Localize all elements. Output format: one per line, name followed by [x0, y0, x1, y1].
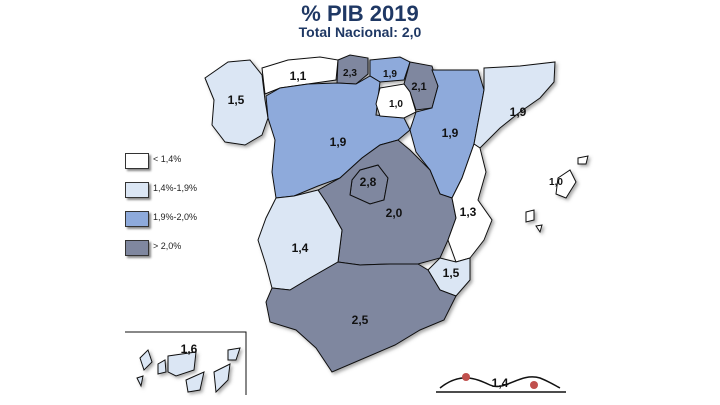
- label-navarra: 2,1: [411, 81, 426, 93]
- melilla-marker: [530, 381, 538, 389]
- label-extremadura: 1,4: [292, 241, 309, 255]
- canary-island-5: [185, 371, 205, 393]
- canary-island-6: [213, 363, 231, 394]
- legend-label: > 2,0%: [153, 241, 182, 251]
- region-galicia: [204, 59, 269, 146]
- region-andalucia: [265, 261, 457, 373]
- label-cantabria: 2,3: [343, 68, 357, 79]
- canary-island-4: [167, 351, 197, 377]
- label-andalucia: 2,5: [352, 313, 369, 327]
- ceuta-marker: [462, 373, 470, 381]
- label-baleares: 1,0: [549, 177, 563, 188]
- label-asturias: 1,1: [290, 69, 307, 83]
- label-canarias: 1,6: [181, 342, 198, 356]
- region-baleares-formentera: [535, 224, 543, 234]
- region-baleares: [555, 169, 577, 199]
- label-ceuta-melilla: 1,4: [492, 376, 509, 390]
- label-la-rioja: 1,0: [389, 99, 403, 110]
- canary-island-1: [139, 349, 153, 371]
- map-subtitle: Total Nacional: 2,0: [298, 24, 422, 40]
- canarias-frame: [125, 331, 247, 395]
- legend-label: < 1,4%: [153, 154, 182, 164]
- legend-swatch: [125, 211, 149, 227]
- legend-label: 1,9%-2,0%: [153, 212, 198, 222]
- label-cataluna: 1,9: [510, 105, 527, 119]
- label-castilla-leon: 1,9: [330, 135, 347, 149]
- label-pais-vasco: 1,9: [383, 69, 397, 80]
- map-title: % PIB 2019: [301, 1, 419, 26]
- label-galicia: 1,5: [228, 93, 245, 107]
- canary-island-7: [227, 347, 241, 361]
- legend-swatch: [125, 240, 149, 256]
- legend-swatch: [125, 182, 149, 198]
- legend-swatch: [125, 153, 149, 169]
- region-cataluna: [473, 61, 556, 149]
- label-castilla-la-mancha: 2,0: [386, 206, 403, 220]
- label-murcia: 1,5: [443, 266, 460, 280]
- region-asturias: [261, 56, 339, 95]
- label-madrid: 2,8: [360, 175, 377, 189]
- region-castilla-leon: [265, 75, 411, 199]
- region-baleares-ibiza: [525, 209, 535, 223]
- canary-island-3: [157, 359, 167, 375]
- label-comunidad-valenciana: 1,3: [460, 205, 477, 219]
- region-baleares-menorca: [577, 155, 589, 165]
- label-aragon: 1,9: [442, 126, 459, 140]
- canary-island-2: [136, 375, 144, 388]
- region-la-rioja: [375, 83, 417, 119]
- legend-label: 1,4%-1,9%: [153, 183, 198, 193]
